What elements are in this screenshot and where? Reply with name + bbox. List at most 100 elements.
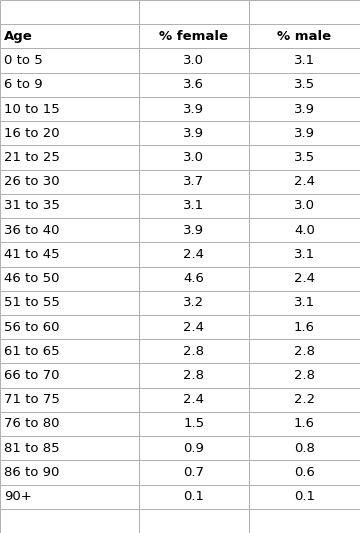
Text: 2.4: 2.4 <box>183 320 204 334</box>
Text: 66 to 70: 66 to 70 <box>4 369 60 382</box>
Text: 3.5: 3.5 <box>294 78 315 91</box>
Bar <box>0 0 139 24</box>
Text: 2.4: 2.4 <box>183 248 204 261</box>
Text: 36 to 40: 36 to 40 <box>4 224 60 237</box>
Bar <box>0 49 139 72</box>
Text: 3.1: 3.1 <box>294 54 315 67</box>
Text: 2.8: 2.8 <box>294 345 315 358</box>
Bar <box>249 97 360 121</box>
Bar <box>249 339 360 364</box>
Text: 2.8: 2.8 <box>294 369 315 382</box>
Bar <box>249 0 360 24</box>
Bar <box>249 49 360 72</box>
Text: Age: Age <box>4 30 33 43</box>
Bar <box>249 364 360 387</box>
Text: 3.5: 3.5 <box>294 151 315 164</box>
Text: 3.9: 3.9 <box>294 127 315 140</box>
Text: 3.0: 3.0 <box>183 54 204 67</box>
Text: 3.9: 3.9 <box>183 102 204 116</box>
Bar <box>0 509 139 533</box>
Bar <box>139 169 249 194</box>
Bar <box>139 218 249 243</box>
Bar <box>0 387 139 412</box>
Bar <box>0 24 139 49</box>
Text: 16 to 20: 16 to 20 <box>4 127 60 140</box>
Bar <box>139 24 249 49</box>
Text: 1.6: 1.6 <box>294 417 315 431</box>
Bar <box>0 97 139 121</box>
Text: 4.0: 4.0 <box>294 224 315 237</box>
Text: 0.1: 0.1 <box>294 490 315 503</box>
Bar <box>249 412 360 436</box>
Text: 3.1: 3.1 <box>294 296 315 309</box>
Text: 76 to 80: 76 to 80 <box>4 417 60 431</box>
Bar <box>139 387 249 412</box>
Bar <box>249 169 360 194</box>
Bar <box>0 484 139 509</box>
Text: 56 to 60: 56 to 60 <box>4 320 60 334</box>
Bar <box>139 243 249 266</box>
Bar <box>139 290 249 315</box>
Bar <box>249 121 360 146</box>
Text: 4.6: 4.6 <box>184 272 204 285</box>
Bar <box>0 436 139 461</box>
Bar <box>0 412 139 436</box>
Bar <box>249 484 360 509</box>
Bar <box>0 364 139 387</box>
Bar <box>0 72 139 97</box>
Bar <box>249 290 360 315</box>
Bar <box>0 218 139 243</box>
Text: 3.9: 3.9 <box>183 224 204 237</box>
Text: 3.0: 3.0 <box>294 199 315 213</box>
Bar <box>249 266 360 290</box>
Bar <box>0 315 139 339</box>
Bar <box>139 315 249 339</box>
Text: 71 to 75: 71 to 75 <box>4 393 60 406</box>
Bar <box>139 194 249 218</box>
Text: 3.2: 3.2 <box>183 296 204 309</box>
Bar <box>139 121 249 146</box>
Text: 0.8: 0.8 <box>294 442 315 455</box>
Text: 3.9: 3.9 <box>294 102 315 116</box>
Bar <box>139 461 249 484</box>
Text: 0.9: 0.9 <box>184 442 204 455</box>
Text: 46 to 50: 46 to 50 <box>4 272 60 285</box>
Text: % female: % female <box>159 30 228 43</box>
Bar <box>249 509 360 533</box>
Bar <box>249 146 360 169</box>
Bar <box>249 218 360 243</box>
Text: 0.7: 0.7 <box>183 466 204 479</box>
Text: 2.4: 2.4 <box>294 272 315 285</box>
Text: 3.1: 3.1 <box>183 199 204 213</box>
Bar <box>139 364 249 387</box>
Text: 10 to 15: 10 to 15 <box>4 102 60 116</box>
Text: 3.1: 3.1 <box>294 248 315 261</box>
Text: 0.6: 0.6 <box>294 466 315 479</box>
Text: 0 to 5: 0 to 5 <box>4 54 43 67</box>
Bar <box>139 49 249 72</box>
Text: 1.5: 1.5 <box>183 417 204 431</box>
Text: 2.4: 2.4 <box>294 175 315 188</box>
Bar <box>139 72 249 97</box>
Bar <box>0 461 139 484</box>
Text: % male: % male <box>278 30 332 43</box>
Bar <box>139 509 249 533</box>
Text: 6 to 9: 6 to 9 <box>4 78 43 91</box>
Text: 26 to 30: 26 to 30 <box>4 175 60 188</box>
Bar <box>0 266 139 290</box>
Text: 2.4: 2.4 <box>183 393 204 406</box>
Text: 61 to 65: 61 to 65 <box>4 345 60 358</box>
Text: 1.6: 1.6 <box>294 320 315 334</box>
Bar <box>249 243 360 266</box>
Text: 51 to 55: 51 to 55 <box>4 296 60 309</box>
Bar <box>0 290 139 315</box>
Bar <box>139 412 249 436</box>
Bar <box>0 121 139 146</box>
Bar <box>0 339 139 364</box>
Text: 3.0: 3.0 <box>183 151 204 164</box>
Bar <box>139 436 249 461</box>
Bar <box>0 194 139 218</box>
Text: 21 to 25: 21 to 25 <box>4 151 60 164</box>
Text: 86 to 90: 86 to 90 <box>4 466 60 479</box>
Bar <box>139 339 249 364</box>
